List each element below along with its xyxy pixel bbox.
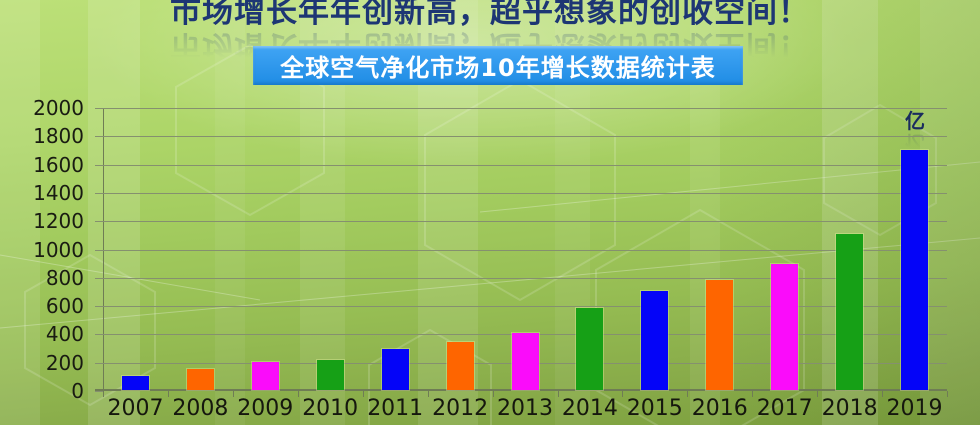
gridline [103, 249, 947, 251]
axis-tick [95, 192, 103, 194]
bar-2011 [381, 349, 409, 390]
chart-title-banner: 全球空气净化市场10年增长数据统计表 [253, 46, 743, 85]
axis-tick [167, 391, 169, 397]
y-axis-line [103, 108, 104, 397]
axis-tick [622, 391, 624, 397]
page-title: 市场增长年年创新高，超乎想象的创收空间！ [170, 0, 810, 30]
x-tick-label: 2013 [497, 396, 553, 421]
axis-tick [95, 108, 103, 109]
bar-2018 [836, 234, 864, 390]
bar-2008 [186, 368, 214, 390]
axis-tick [95, 391, 103, 392]
gridline [103, 108, 947, 109]
y-tick-label: 200 [45, 350, 84, 375]
x-tick-label: 2018 [821, 396, 878, 421]
bar-2007 [122, 375, 149, 390]
x-tick-label: 2011 [367, 396, 424, 421]
axis-tick [752, 391, 754, 397]
y-tick-label: 1600 [33, 152, 84, 177]
gridline [103, 136, 947, 138]
bar-2017 [771, 264, 799, 390]
axis-tick [817, 391, 819, 397]
axis-tick [95, 221, 103, 223]
bar-2014 [576, 307, 604, 390]
axis-tick [687, 391, 689, 397]
y-tick-label: 600 [45, 294, 84, 319]
axis-tick [95, 334, 103, 336]
axis-tick [362, 391, 364, 397]
axis-tick [95, 164, 103, 166]
axis-tick [103, 391, 104, 397]
x-tick-label: 2008 [172, 396, 229, 421]
gridline [103, 277, 947, 279]
y-tick-label: 400 [45, 322, 84, 347]
axis-tick [427, 391, 429, 397]
y-tick-label: 1800 [33, 124, 84, 149]
x-tick-label: 2015 [626, 396, 683, 421]
axis-tick [557, 391, 559, 397]
x-tick-label: 2017 [756, 396, 813, 421]
axis-tick [95, 277, 103, 279]
unit-label: 亿 [905, 109, 925, 133]
x-tick-label: 2014 [561, 396, 618, 421]
x-tick-label: 2012 [432, 396, 489, 421]
y-tick-label: 2000 [33, 96, 84, 120]
banner-label: 全球空气净化市场10年增长数据统计表 [280, 54, 716, 82]
bar-2012 [446, 341, 474, 390]
axis-tick [492, 391, 494, 397]
y-tick-label: 1000 [33, 237, 84, 262]
axis-tick [297, 391, 299, 397]
x-tick-label: 2019 [886, 396, 943, 421]
bar-2016 [706, 279, 734, 390]
gridline [103, 221, 947, 223]
bar-2015 [641, 291, 669, 390]
gridline [103, 164, 947, 166]
y-tick-label: 1200 [33, 209, 84, 234]
axis-tick [947, 391, 948, 397]
x-tick-label: 2009 [237, 396, 294, 421]
x-axis-line [95, 389, 947, 391]
y-tick-label: 1400 [33, 180, 84, 205]
gridline [103, 192, 947, 194]
bar-2009 [251, 361, 279, 390]
bar-2013 [511, 333, 539, 390]
bar-2019 [901, 149, 928, 390]
axis-tick [95, 136, 103, 138]
x-tick-label: 2016 [691, 396, 748, 421]
x-tick-label: 2007 [107, 396, 164, 421]
axis-tick [232, 391, 234, 397]
axis-tick [95, 306, 103, 308]
y-tick-label: 800 [45, 265, 84, 290]
axis-tick [882, 391, 884, 397]
axis-tick [95, 249, 103, 251]
x-tick-label: 2010 [302, 396, 359, 421]
bar-chart: 亿 亿 0 200 400 600 800 1000 1200 1400 1600 1800 200… [33, 98, 948, 420]
y-tick-label: 0 [71, 379, 84, 403]
gridline [103, 306, 947, 308]
axis-tick [95, 362, 103, 364]
bar-2010 [316, 360, 344, 390]
